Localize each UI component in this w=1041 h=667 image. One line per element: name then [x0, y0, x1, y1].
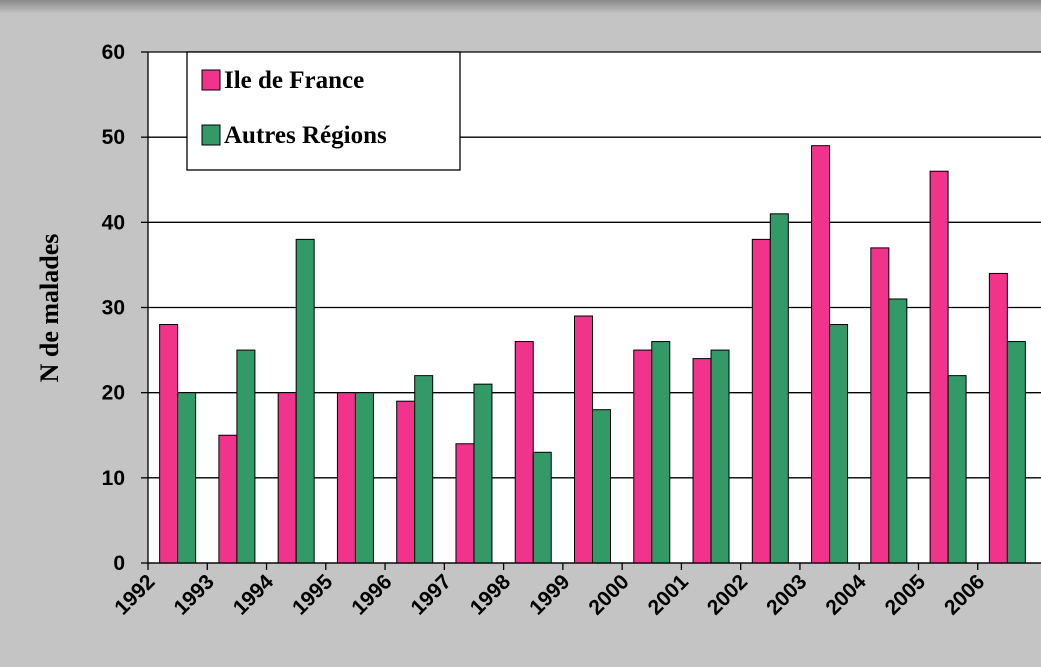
bar: [592, 409, 611, 564]
y-axis-label: N de malades: [35, 234, 64, 383]
x-tick-label: 1998: [466, 570, 516, 620]
top-border: [0, 0, 1041, 14]
y-tick-label: 60: [102, 41, 125, 64]
x-tick-label: 2005: [881, 570, 931, 620]
bar: [514, 341, 534, 564]
bar: [988, 272, 1008, 564]
legend-box: [186, 51, 461, 171]
y-tick-label: 10: [102, 467, 125, 490]
bar: [177, 392, 197, 564]
bar: [354, 392, 374, 564]
x-tick-label: 2000: [584, 570, 633, 619]
bar: [277, 392, 297, 564]
bar: [829, 324, 849, 564]
y-tick-label: 0: [113, 552, 125, 575]
bar: [811, 145, 831, 564]
x-tick-label: 2004: [821, 570, 871, 620]
x-tick-label: 1994: [229, 570, 279, 620]
bar: [455, 443, 475, 564]
bar: [692, 358, 712, 564]
bar: [651, 341, 671, 564]
bar: [414, 375, 434, 564]
bar: [295, 238, 315, 564]
x-tick-label: 2001: [644, 570, 694, 620]
legend-label: Ile de France: [224, 67, 364, 94]
bar: [870, 247, 890, 564]
bar: [1006, 341, 1026, 564]
legend-swatch: [201, 124, 221, 146]
x-tick-label: 1995: [288, 570, 338, 620]
x-tick-label: 1992: [110, 570, 159, 619]
bar: [888, 298, 908, 564]
x-tick-label: 2003: [762, 570, 811, 619]
x-tick-label: 1999: [525, 570, 574, 619]
y-tick-label: 50: [102, 126, 125, 149]
bar: [769, 213, 789, 564]
bar: [574, 315, 593, 564]
y-tick-label: 20: [102, 382, 125, 405]
bar: [710, 349, 730, 564]
x-tick-label: 2006: [940, 570, 989, 619]
bar: [633, 349, 653, 564]
bar: [396, 400, 416, 564]
legend-swatch: [201, 69, 221, 91]
bar: [473, 383, 493, 564]
legend-label: Autres Régions: [224, 122, 387, 149]
bar: [751, 238, 771, 564]
bar: [218, 434, 238, 564]
bar: [236, 349, 256, 564]
x-tick-label: 2002: [703, 570, 752, 619]
y-tick-label: 40: [102, 211, 125, 234]
x-tick-label: 1997: [407, 570, 456, 619]
bar: [336, 392, 356, 564]
bar: [947, 375, 967, 564]
x-tick-label: 1993: [170, 570, 219, 619]
x-tick-label: 1996: [347, 570, 396, 619]
y-tick-label: 30: [102, 297, 125, 320]
bar: [159, 324, 179, 564]
bar: [929, 170, 949, 564]
bar: [532, 451, 552, 564]
